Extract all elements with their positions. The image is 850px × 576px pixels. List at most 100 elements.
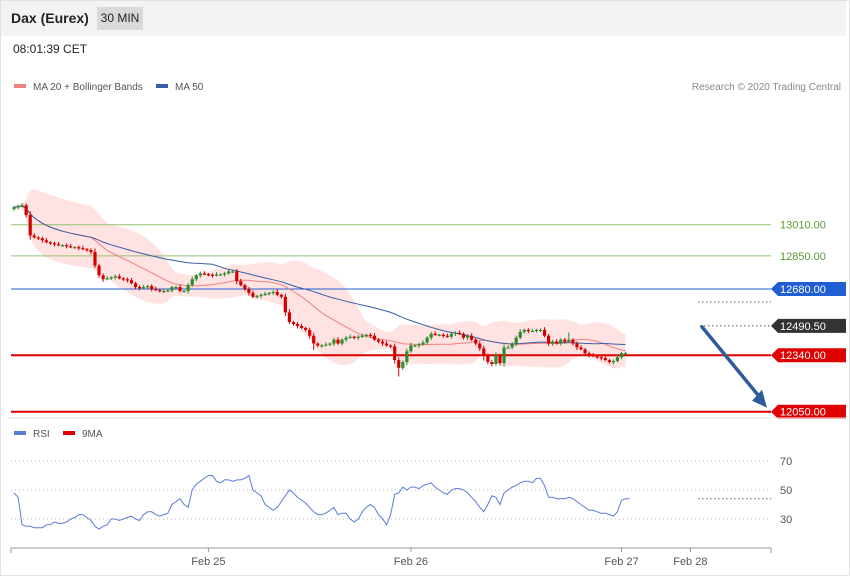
candle-body <box>146 286 150 288</box>
candle-body <box>48 242 53 244</box>
candle-body <box>142 287 146 289</box>
resistance-label-1: 12850.00 <box>780 251 826 263</box>
rsi-line <box>13 474 630 530</box>
candle-body <box>125 279 129 281</box>
candle-body <box>117 276 121 279</box>
candle-body <box>328 343 332 345</box>
candle-body <box>425 337 429 343</box>
candle-body <box>52 243 57 245</box>
candle-body <box>170 287 174 291</box>
x-tick-label-1: Feb 26 <box>394 556 428 568</box>
candle-body <box>567 339 571 342</box>
candle-body <box>360 335 364 337</box>
candle-body <box>105 278 109 280</box>
candle-body <box>279 294 283 297</box>
candle-body <box>526 329 530 332</box>
candle-body <box>259 294 263 297</box>
candle-body <box>150 286 154 289</box>
candle-body <box>194 275 198 280</box>
candle-body <box>182 290 186 293</box>
support-label-4: 12340.00 <box>780 350 826 362</box>
candle-body <box>69 246 73 248</box>
candle-body <box>490 362 494 364</box>
candle-body <box>291 322 296 325</box>
candle-body <box>40 238 44 241</box>
x-tick-label-3: Feb 28 <box>673 556 707 568</box>
candle-body <box>218 274 223 276</box>
candle-body <box>591 355 595 357</box>
candle-body <box>336 339 340 344</box>
candle-body <box>587 353 591 356</box>
candle-body <box>77 247 81 249</box>
rsi-legend-swatch-0 <box>14 431 26 435</box>
candle-body <box>470 335 474 340</box>
candle-body <box>547 335 551 344</box>
candle-body <box>32 235 36 238</box>
candle-body <box>461 333 466 338</box>
candle-body <box>231 271 235 273</box>
legend-swatch-0 <box>14 84 26 88</box>
candle-body <box>121 278 125 280</box>
candle-body <box>518 331 522 338</box>
candle-body <box>453 332 458 335</box>
candle-body <box>623 353 628 355</box>
candle-body <box>158 289 162 292</box>
candle-body <box>129 280 134 284</box>
candle-body <box>482 348 486 356</box>
x-tick-label-0: Feb 25 <box>191 556 225 568</box>
candle-body <box>542 329 547 336</box>
candle-body <box>16 206 20 208</box>
candle-body <box>441 334 445 336</box>
candle-body <box>206 274 210 276</box>
forecast-arrow-shaft <box>700 325 763 401</box>
candle-body <box>198 273 202 276</box>
candle-body <box>28 214 32 236</box>
candle-body <box>113 276 117 278</box>
candle-body <box>81 248 85 250</box>
candle-body <box>36 237 40 239</box>
candle-body <box>267 292 271 295</box>
candle-body <box>474 339 478 344</box>
rsi-legend-label-1: 9MA <box>82 429 103 440</box>
candle-body <box>603 358 607 361</box>
candle-body <box>190 279 194 286</box>
candle-body <box>510 343 514 348</box>
candle-body <box>56 244 61 246</box>
candle-body <box>583 349 587 354</box>
legend-swatch-1 <box>156 84 168 88</box>
candle-body <box>534 329 539 332</box>
candle-body <box>312 335 316 344</box>
candle-body <box>530 330 534 333</box>
candle-body <box>61 245 65 247</box>
candle-body <box>421 342 425 345</box>
candle-body <box>356 336 360 338</box>
candle-body <box>393 346 397 361</box>
candle-body <box>409 345 413 352</box>
resistance-label-0: 13010.00 <box>780 220 826 232</box>
candle-body <box>417 344 421 346</box>
candle-body <box>385 343 389 346</box>
candle-body <box>522 329 526 332</box>
candle-body <box>166 290 170 292</box>
candle-body <box>287 312 291 323</box>
candle-body <box>619 353 624 358</box>
candle-body <box>320 345 324 347</box>
candle-body <box>437 334 441 336</box>
candle-body <box>575 343 579 348</box>
candle-body <box>551 341 555 344</box>
candle-body <box>429 333 433 338</box>
candle-body <box>154 289 158 291</box>
candle-body <box>595 356 599 358</box>
candle-body <box>20 205 24 207</box>
candle-body <box>73 247 77 249</box>
candle-body <box>514 337 518 344</box>
candle-body <box>486 355 490 363</box>
candle-body <box>186 285 190 291</box>
candle-body <box>389 345 393 347</box>
candle-body <box>538 329 543 332</box>
candle-body <box>376 339 381 342</box>
candle-body <box>243 285 247 289</box>
candle-body <box>93 251 97 266</box>
candle-body <box>615 357 620 362</box>
candle-body <box>607 360 611 363</box>
